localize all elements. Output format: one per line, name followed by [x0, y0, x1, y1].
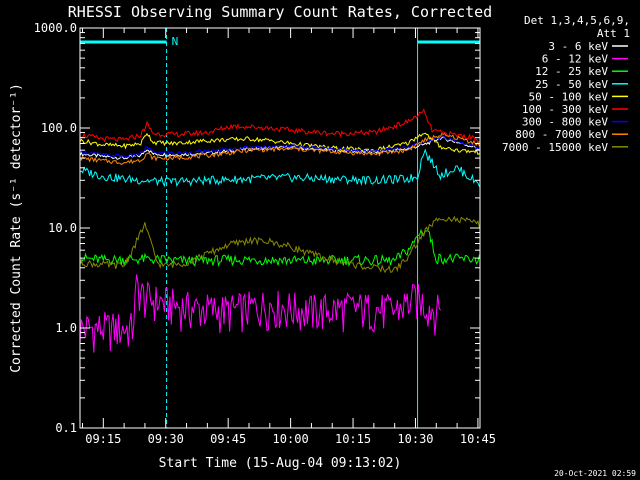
- y-axis: 0.1 1.0 10.0 100.0 1000.0: [34, 21, 480, 435]
- y-axis-label: Corrected Count Rate (s⁻¹ detector⁻¹): [9, 83, 24, 373]
- x-axis-label: Start Time (15-Aug-04 09:13:02): [159, 456, 402, 471]
- night-label: N: [172, 35, 179, 48]
- legend-entry: 300 - 800 keV: [522, 116, 608, 129]
- y-tick-label: 1.0: [55, 321, 77, 335]
- legend-entry: 7000 - 15000 keV: [502, 141, 608, 154]
- x-axis: 09:15 09:30 09:45 10:00 10:15 10:30 10:45: [81, 28, 496, 446]
- x-tick-label: 09:15: [85, 432, 121, 446]
- legend-entry: 3 - 6 keV: [548, 40, 608, 53]
- chart-title: RHESSI Observing Summary Count Rates, Co…: [68, 3, 492, 21]
- x-tick-label: 10:45: [460, 432, 496, 446]
- timestamp: 20-Oct-2021 02:59: [554, 469, 636, 478]
- legend-entry: 12 - 25 keV: [535, 65, 608, 78]
- x-tick-label: 09:45: [210, 432, 246, 446]
- x-tick-label: 10:30: [397, 432, 433, 446]
- series-line: [80, 136, 480, 160]
- series-line: [80, 228, 480, 268]
- legend-entry: 25 - 50 keV: [535, 78, 608, 91]
- legend-entry: 50 - 100 keV: [529, 90, 609, 103]
- legend-entry: 6 - 12 keV: [542, 53, 609, 66]
- legend-entry: 100 - 300 keV: [522, 103, 608, 116]
- x-tick-label: 09:30: [148, 432, 184, 446]
- plot-area: [80, 28, 480, 428]
- plot-frame: [79, 27, 481, 429]
- series-line: [80, 215, 480, 274]
- series-line: [80, 274, 441, 353]
- x-tick-label: 10:15: [335, 432, 371, 446]
- series-line: [80, 132, 480, 166]
- legend-entry: 800 - 7000 keV: [515, 128, 608, 141]
- y-tick-label: 1000.0: [34, 21, 77, 35]
- x-tick-label: 10:00: [273, 432, 309, 446]
- detector-info-line2: Att 1: [597, 27, 630, 40]
- series-line: [80, 132, 480, 155]
- y-tick-label: 0.1: [55, 421, 77, 435]
- series-line: [80, 148, 480, 188]
- detector-info-line1: Det 1,3,4,5,6,9,: [524, 14, 630, 27]
- series-line: [80, 108, 480, 143]
- y-tick-label: 10.0: [48, 221, 77, 235]
- y-tick-label: 100.0: [41, 121, 77, 135]
